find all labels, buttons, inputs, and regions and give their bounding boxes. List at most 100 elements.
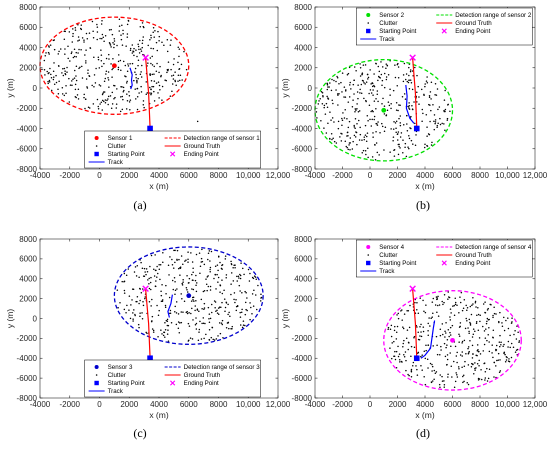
clutter-point [405, 337, 408, 339]
clutter-point [444, 355, 447, 358]
clutter-point [421, 369, 423, 371]
clutter-point [117, 60, 120, 63]
clutter-point [389, 347, 391, 349]
clutter-point [335, 142, 338, 144]
clutter-point [344, 140, 347, 142]
clutter-point [356, 108, 358, 110]
legend-label: Ending Point [455, 260, 490, 267]
clutter-point [208, 339, 211, 341]
clutter-point [146, 271, 149, 273]
clutter-point [142, 275, 145, 277]
clutter-point [161, 333, 163, 335]
clutter-point [434, 372, 437, 374]
clutter-point [425, 344, 427, 346]
clutter-point [177, 267, 180, 270]
clutter-point [120, 96, 122, 98]
clutter-point [410, 368, 413, 371]
y-tick-label: 0 [308, 84, 313, 93]
clutter-point [126, 70, 129, 72]
clutter-point [169, 309, 172, 312]
clutter-point [434, 121, 437, 123]
clutter-point [83, 39, 85, 41]
clutter-point [225, 274, 228, 276]
clutter-point [186, 291, 189, 293]
clutter-point [423, 310, 425, 312]
clutter-point [66, 66, 68, 69]
sensor-legend-symbol [94, 365, 99, 369]
clutter-point [516, 348, 519, 351]
clutter-point [471, 304, 473, 306]
clutter-point [101, 37, 103, 40]
clutter-point [383, 130, 386, 132]
clutter-point [469, 321, 471, 324]
clutter-point [383, 149, 385, 151]
clutter-point [108, 53, 110, 56]
clutter-point [214, 273, 216, 276]
clutter-point [72, 28, 74, 30]
clutter-point [157, 92, 159, 94]
clutter-point [152, 85, 155, 88]
clutter-point [217, 281, 219, 283]
clutter-point [387, 328, 389, 330]
clutter-point [368, 92, 370, 95]
clutter-point [129, 99, 132, 101]
clutter-point [179, 74, 182, 76]
clutter-point [444, 330, 446, 332]
clutter-point [97, 108, 100, 110]
clutter-point [98, 67, 101, 69]
clutter-point [236, 275, 238, 278]
y-axis-label: y (m) [280, 78, 290, 98]
clutter-point [195, 328, 198, 330]
clutter-point [135, 300, 137, 303]
y-tick-label: 6000 [294, 255, 312, 264]
clutter-point [323, 127, 325, 129]
clutter-point [407, 146, 409, 148]
clutter-point [463, 298, 466, 301]
y-tick-label: -2000 [17, 104, 38, 113]
clutter-point [164, 79, 166, 81]
clutter-point [347, 101, 350, 103]
clutter-point [408, 66, 410, 69]
clutter-point [464, 327, 467, 330]
clutter-point [398, 143, 400, 146]
clutter-point [430, 109, 432, 112]
clutter-point [145, 81, 147, 83]
clutter-point [167, 340, 170, 342]
clutter-point [48, 81, 51, 83]
y-tick-label: -6000 [17, 374, 38, 383]
sensor-marker [111, 63, 117, 69]
clutter-point [392, 89, 395, 92]
clutter-point [359, 126, 361, 129]
clutter-point [407, 309, 410, 312]
clutter-point [400, 360, 403, 363]
clutter-point [230, 272, 233, 274]
clutter-point [57, 53, 60, 55]
clutter-point [57, 88, 59, 91]
clutter-point [346, 131, 349, 134]
x-axis-label: x (m) [415, 410, 435, 420]
clutter-point [488, 318, 490, 321]
clutter-point [74, 29, 77, 31]
clutter-point [317, 103, 320, 105]
clutter-point [237, 275, 240, 277]
clutter-point [325, 132, 328, 134]
clutter-point [43, 59, 46, 62]
clutter-point [348, 66, 351, 69]
clutter-point [426, 126, 428, 128]
clutter-point [141, 22, 144, 24]
clutter-point [181, 79, 183, 81]
clutter-point [423, 94, 425, 97]
clutter-point [114, 96, 116, 99]
clutter-point [132, 320, 134, 322]
clutter-point [393, 155, 396, 157]
clutter-point [415, 134, 417, 136]
clutter-point [100, 23, 103, 25]
clutter-point [427, 322, 429, 325]
clutter-point [476, 344, 479, 346]
x-tick-label: 10,000 [495, 171, 520, 180]
clutter-point [428, 317, 430, 319]
clutter-point [408, 107, 410, 109]
clutter-point [513, 333, 515, 336]
clutter-point [174, 281, 176, 283]
clutter-point [209, 260, 211, 262]
